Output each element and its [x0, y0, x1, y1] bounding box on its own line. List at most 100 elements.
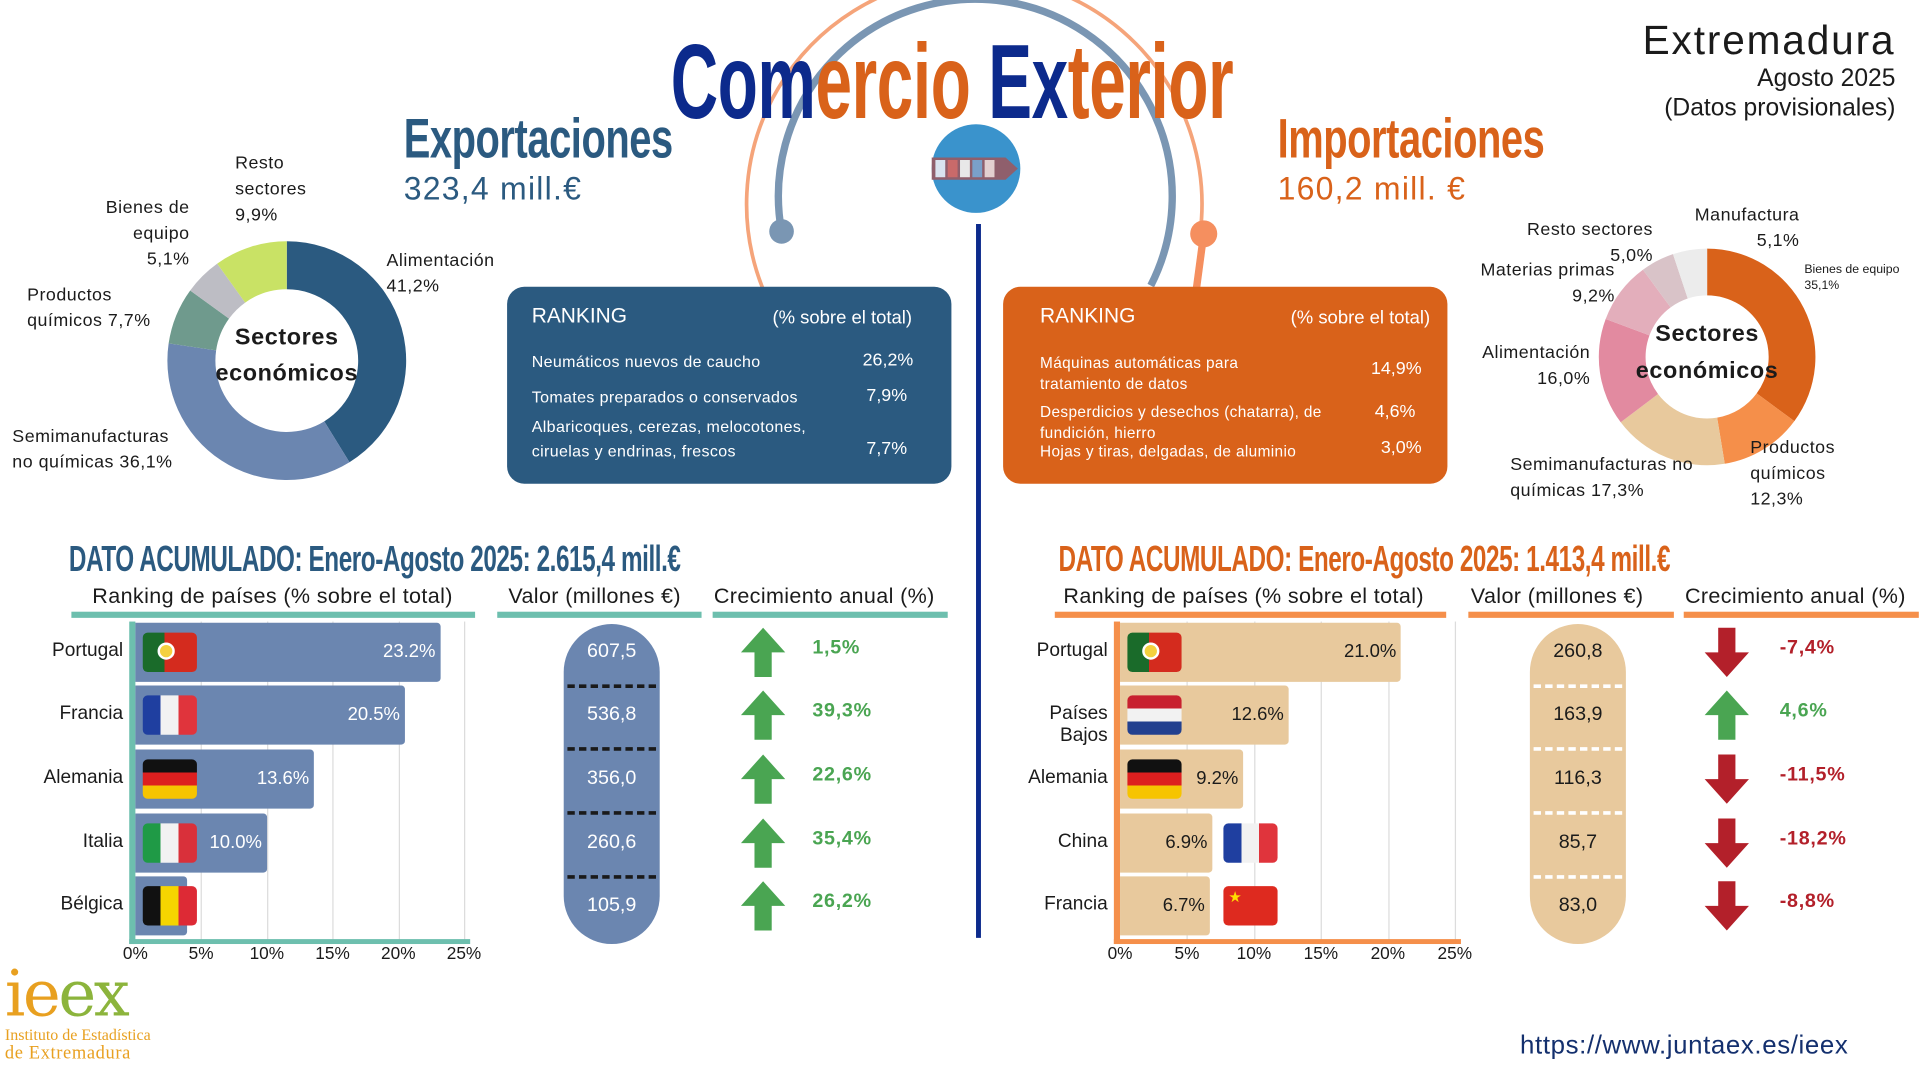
- region-name: Extremadura: [1642, 17, 1896, 63]
- country-value: 536,8: [587, 704, 637, 725]
- y-axis-line: [129, 621, 136, 945]
- arrow-up-icon: [740, 754, 786, 804]
- bar-value-label: 13.6%: [256, 768, 310, 789]
- exp-sector-label-bienes-equipo: Bienes de equipo 5,1%: [105, 198, 190, 270]
- exp-col-value: Valor (millones €): [508, 583, 681, 609]
- bar-value-label: 9.2%: [1196, 768, 1239, 789]
- country-name: Portugal: [52, 640, 124, 661]
- website-link[interactable]: https://www.juntaex.es/ieex: [1520, 1031, 1849, 1060]
- growth-value: 1,5%: [812, 637, 861, 659]
- arrow-up-icon: [740, 690, 786, 740]
- blue-arc-dot: [769, 219, 794, 244]
- ranking-subtitle: (% sobre el total): [772, 307, 913, 329]
- exp-sector-label-semimanufacturas: Semimanufacturas no químicas 36,1%: [12, 427, 173, 473]
- italy-flag-icon: [142, 823, 197, 863]
- exp-col-growth: Crecimiento anual (%): [713, 583, 935, 609]
- donut-slice-productos-qu-micos: [168, 290, 230, 351]
- country-value: 260,6: [587, 832, 637, 853]
- country-name: Portugal: [1036, 640, 1108, 661]
- imports-sector-donut: [1598, 248, 1816, 466]
- y-axis-line: [1113, 621, 1121, 945]
- axis-tick-label: 0%: [1107, 942, 1133, 963]
- value-pill: [1529, 624, 1626, 945]
- donut-slice-alimentaci-n: [286, 241, 407, 463]
- country-name: Francia: [59, 702, 124, 724]
- imp-sector-label-bienes-equipo: Bienes de equipo 35,1%: [1804, 263, 1900, 293]
- exports-ranking-box: RANKING (% sobre el total) Neumáticos nu…: [507, 286, 952, 484]
- bar-francia: [1120, 876, 1210, 936]
- imp-sector-label-alimentacion: Alimentación 16,0%: [1482, 343, 1591, 389]
- portugal-flag-icon: [142, 632, 197, 673]
- arrow-up-icon: [740, 881, 786, 931]
- gridline: [1387, 621, 1390, 942]
- axis-tick-label: 20%: [1370, 942, 1406, 963]
- orange-arc: [744, 0, 1204, 290]
- growth-value: -18,2%: [1779, 828, 1847, 850]
- country-value: 260,8: [1553, 641, 1603, 663]
- container-ship-icon: [931, 157, 1018, 180]
- arrow-down-icon: [1704, 818, 1749, 868]
- axis-tick-label: 10%: [249, 942, 285, 963]
- ranking-product: Neumáticos nuevos de caucho: [531, 352, 761, 371]
- donut-slice-materias-primas: [1605, 269, 1671, 336]
- bar-value-label: 6.7%: [1162, 894, 1205, 916]
- imp-col-ranking: Ranking de países (% sobre el total): [1063, 583, 1424, 609]
- bar-value-label: 12.6%: [1231, 704, 1284, 725]
- row-separator: [1533, 684, 1623, 689]
- ranking-product: Tomates preparados o conservados: [531, 387, 798, 407]
- page-title: Comercio Exterior: [670, 23, 1234, 142]
- imp-sector-label-materias-primas: Materias primas 9,2%: [1480, 260, 1615, 307]
- gridline: [398, 621, 400, 942]
- donut-slice-semimanufacturas-no-qu-micas: [167, 343, 350, 481]
- country-name: Alemania: [43, 766, 124, 788]
- row-separator: [567, 875, 657, 879]
- axis-tick-label: 20%: [381, 942, 416, 963]
- arrow-up-icon: [740, 627, 786, 677]
- axis-tick-label: 15%: [315, 942, 350, 963]
- portugal-flag-icon: [1127, 632, 1182, 673]
- ranking-pct: 4,6%: [1374, 402, 1416, 423]
- ranking-subtitle: (% sobre el total): [1290, 307, 1431, 329]
- imports-title: Importaciones: [1277, 107, 1545, 170]
- country-name: Italia: [82, 830, 124, 852]
- country-name: Países Bajos: [1049, 702, 1108, 746]
- orange-arc-dot: [1190, 220, 1218, 248]
- country-value: 163,9: [1553, 704, 1603, 725]
- growth-value: -8,8%: [1779, 891, 1835, 913]
- bar-value-label: 23.2%: [383, 641, 436, 663]
- donut-slice-manufactura: [1673, 248, 1708, 299]
- growth-value: 26,2%: [812, 891, 872, 913]
- bar-value-label: 20.5%: [347, 704, 400, 725]
- imp-col-value: Valor (millones €): [1470, 583, 1644, 609]
- germany-flag-icon: [1127, 759, 1182, 799]
- france-flag-icon: [142, 695, 197, 735]
- donut-slice-resto-sectores: [1642, 254, 1688, 308]
- china-flag-icon: ★: [1223, 886, 1278, 926]
- blue-arc: [774, 0, 1176, 288]
- exp-sector-label-resto: Resto sectores 9,9%: [235, 153, 307, 226]
- row-separator: [567, 684, 657, 689]
- ranking-pct: 26,2%: [862, 350, 914, 371]
- ranking-pct: 7,9%: [866, 386, 908, 407]
- ranking-title: RANKING: [531, 304, 628, 328]
- bar-value-label: 6.9%: [1165, 832, 1208, 853]
- ranking-product: Máquinas automáticas para tratamiento de…: [1040, 354, 1239, 393]
- imp-sector-label-semimanufacturas: Semimanufacturas no químicas 17,3%: [1510, 455, 1694, 501]
- ranking-pct: 3,0%: [1380, 438, 1422, 458]
- imp-sector-label-quimicos: Productos químicos 12,3%: [1750, 438, 1835, 510]
- germany-flag-icon: [142, 759, 197, 799]
- ieex-logo: ieex Instituto de Estadística de Extrema…: [4, 957, 151, 1064]
- ranking-pct: 7,7%: [866, 439, 908, 460]
- x-axis-line: [1113, 939, 1461, 945]
- imports-donut-center-label: Sectores económicos: [1635, 321, 1779, 385]
- gridline: [1253, 621, 1256, 942]
- country-value: 105,9: [587, 894, 637, 916]
- gridline: [1320, 621, 1323, 942]
- arrow-down-icon: [1704, 881, 1749, 931]
- x-axis-line: [129, 939, 471, 945]
- value-pill: [563, 624, 660, 945]
- row-separator: [1533, 811, 1623, 815]
- country-name: Francia: [1044, 893, 1108, 915]
